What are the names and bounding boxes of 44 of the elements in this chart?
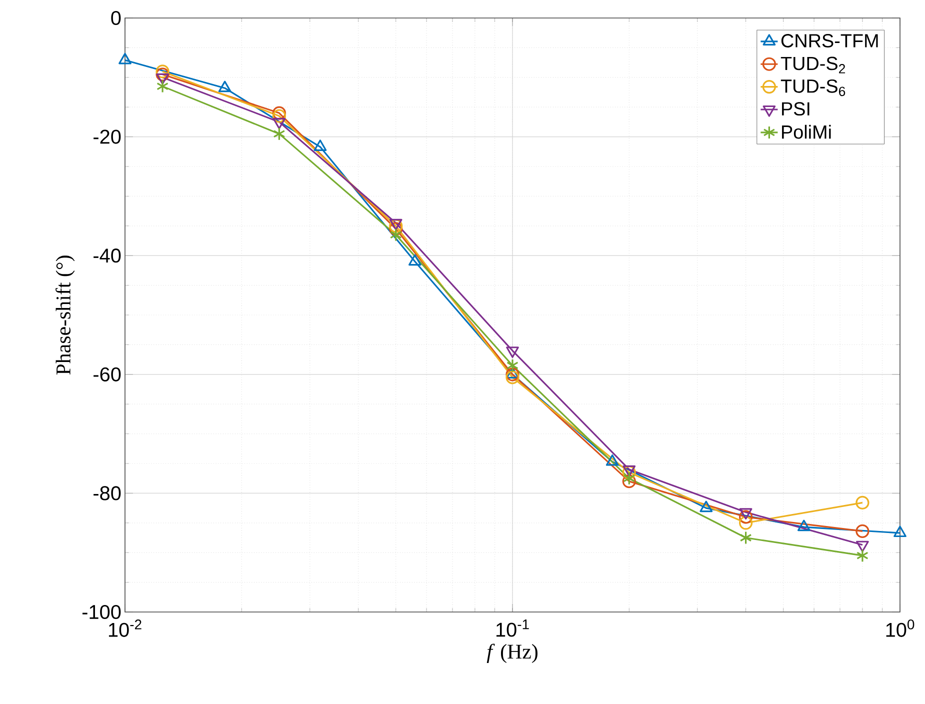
point xyxy=(623,472,636,486)
legend-label: TUD-S$_{2}$ xyxy=(780,56,846,74)
point xyxy=(506,358,518,372)
point xyxy=(856,496,870,510)
y-tick-label: -60 xyxy=(94,367,121,382)
y-tick-label: -80 xyxy=(94,486,121,500)
point xyxy=(506,346,519,358)
legend-label: TUD-S$_{6}$ xyxy=(780,79,846,96)
y-tick-label: -100 xyxy=(82,604,121,620)
point xyxy=(856,540,869,552)
point xyxy=(856,524,870,538)
legend-label: PoliMi xyxy=(782,124,831,139)
point xyxy=(156,73,169,85)
point xyxy=(622,474,636,488)
x-axis-title: f (Hz) xyxy=(486,644,538,663)
point xyxy=(156,68,170,82)
x-tick-label: 10$^{0}$ xyxy=(886,620,914,637)
y-tick-label: -40 xyxy=(94,248,121,263)
point xyxy=(738,510,753,524)
point xyxy=(506,370,520,384)
point xyxy=(273,127,286,141)
point xyxy=(740,530,752,545)
point xyxy=(156,64,170,78)
point xyxy=(389,219,403,233)
point xyxy=(156,80,169,94)
point xyxy=(856,548,868,562)
y-axis-title: Phase-shift (°) xyxy=(56,256,75,375)
point xyxy=(739,508,752,520)
point xyxy=(272,106,286,120)
point xyxy=(389,218,402,230)
point xyxy=(390,228,402,242)
x-tick-label: 10$^{-2}$ xyxy=(108,620,142,637)
legend-label: PSI xyxy=(782,102,810,116)
point xyxy=(272,118,286,130)
point xyxy=(506,368,520,382)
x-tick-label: 10$^{-1}$ xyxy=(496,620,529,637)
y-tick-label: -20 xyxy=(94,130,121,144)
point xyxy=(389,222,403,236)
point xyxy=(738,516,753,530)
point xyxy=(622,465,636,477)
legend-label: CNRS-TFM xyxy=(781,34,878,48)
y-tick-label: 0 xyxy=(111,10,121,26)
point xyxy=(272,109,286,123)
point xyxy=(622,466,636,480)
